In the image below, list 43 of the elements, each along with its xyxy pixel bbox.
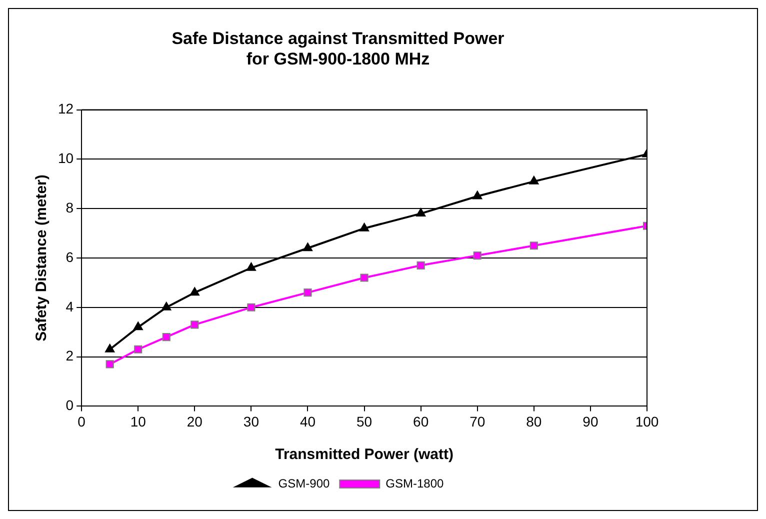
point <box>162 302 172 310</box>
x-tick-label: 0 <box>78 413 86 430</box>
point <box>472 190 482 200</box>
point <box>190 287 200 296</box>
point <box>529 176 539 184</box>
x-tick-label: 40 <box>300 413 316 430</box>
y-axis-title: Safety Distance (meter) <box>33 174 50 342</box>
point <box>360 274 368 282</box>
x-axis-title: Transmitted Power (watt) <box>275 446 454 464</box>
y-tick-label: 6 <box>66 248 74 265</box>
x-tick-label: 50 <box>356 413 372 430</box>
point <box>105 344 115 352</box>
point <box>302 242 313 252</box>
point <box>133 322 143 330</box>
point <box>162 333 170 342</box>
point <box>304 288 312 297</box>
point <box>530 242 538 250</box>
y-tick-label: 10 <box>58 150 74 166</box>
point <box>416 208 426 217</box>
x-tick-label: 30 <box>243 413 260 430</box>
x-tick-label: 60 <box>413 413 429 430</box>
point <box>106 360 114 368</box>
x-tick-label: 20 <box>186 413 203 430</box>
x-tick-label: 80 <box>526 413 542 430</box>
x-tick-label: 10 <box>130 413 146 430</box>
point <box>134 345 142 354</box>
point <box>246 262 256 271</box>
point <box>247 303 256 312</box>
y-tick-label: 4 <box>66 298 74 314</box>
x-tick-label: 100 <box>635 413 659 430</box>
point <box>416 261 425 270</box>
y-tick-label: 12 <box>58 100 74 117</box>
legend-label: GSM-1800 <box>386 476 444 490</box>
point <box>190 320 199 329</box>
y-tick-label: 0 <box>66 397 74 414</box>
point <box>473 251 482 260</box>
legend-label: GSM-900 <box>278 476 330 490</box>
y-tick-label: 8 <box>66 199 74 216</box>
chart-title: Safe Distance against Transmitted Power for GSM-900-1800 MHz <box>172 28 505 68</box>
x-tick-label: 90 <box>582 413 598 430</box>
y-tick-label: 2 <box>66 348 74 364</box>
x-tick-label: 70 <box>470 413 486 430</box>
point <box>359 222 370 232</box>
